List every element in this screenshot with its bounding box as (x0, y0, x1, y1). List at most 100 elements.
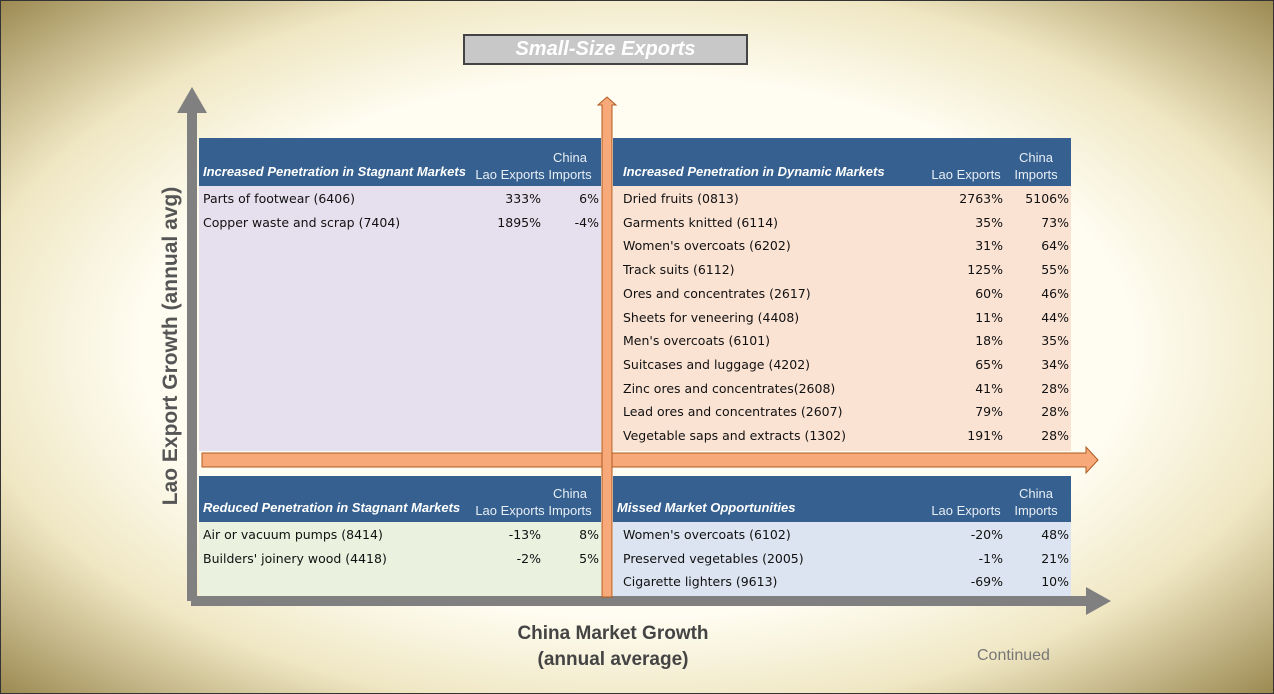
lao-exports: 31% (975, 238, 1003, 254)
x-axis-arrow (191, 587, 1111, 615)
item-name: Dried fruits (0813) (623, 191, 739, 206)
table-row: Parts of footwear (6406) 333% 6% (199, 187, 601, 211)
table-row: Builders' joinery wood (4418) -2% 5% (199, 547, 601, 571)
table-row: Lead ores and concentrates (2607) 79% 28% (613, 400, 1071, 424)
lao-exports: 2763% (959, 191, 1003, 206)
quadrant-title: Increased Penetration in Dynamic Markets (623, 164, 885, 179)
item-name: Preserved vegetables (2005) (623, 550, 804, 566)
item-name: Vegetable saps and extracts (1302) (623, 428, 847, 443)
quadrant-title: Reduced Penetration in Stagnant Markets (203, 500, 461, 515)
china-imports: 64% (1041, 238, 1069, 254)
lao-exports: -20% (970, 527, 1003, 542)
item-name: Garments knitted (6114) (623, 214, 779, 230)
lao-exports: -13% (508, 527, 541, 542)
item-name: Cigarette lighters (9613) (623, 574, 778, 590)
china-imports: -4% (574, 214, 599, 230)
lao-exports: 60% (975, 285, 1003, 301)
quadrant-header: Missed Market Opportunities Lao Exports Ch… (613, 476, 1071, 522)
item-name: Parts of footwear (6406) (203, 191, 356, 206)
quadrant: Increased Penetration in Dynamic Markets… (613, 138, 1071, 451)
table-row: Dried fruits (0813) 2763% 5106% (613, 187, 1071, 211)
lao-exports: 65% (975, 356, 1003, 372)
table-row: Vegetable saps and extracts (1302) 191% 28… (613, 424, 1071, 448)
china-imports: 48% (1041, 527, 1069, 542)
china-imports: 21% (1041, 550, 1069, 566)
column-header: China Imports (1014, 150, 1058, 182)
vertical-divider (596, 96, 618, 598)
column-header: Lao Exports (931, 167, 1001, 182)
horizontal-divider (201, 445, 1099, 475)
footer: Continued (977, 647, 1050, 664)
table-row: Men's overcoats (6101) 18% 35% (613, 329, 1071, 353)
item-name: Builders' joinery wood (4418) (203, 550, 387, 566)
lao-exports: 79% (975, 404, 1003, 420)
column-header: Lao Exports (475, 167, 545, 182)
table-row: Cigarette lighters (9613) -69% 10% (613, 570, 1071, 594)
item-name: Men's overcoats (6101) (623, 333, 771, 349)
lao-exports: 18% (975, 333, 1003, 349)
china-imports: 35% (1041, 333, 1069, 349)
y-axis-label: Lao Export Growth (annual avg) (159, 186, 182, 506)
china-imports: 8% (579, 527, 599, 542)
lao-exports: -2% (516, 550, 541, 566)
table-row: Ores and concentrates (2617) 60% 46% (613, 282, 1071, 306)
china-imports: 28% (1041, 428, 1069, 443)
china-imports: 73% (1041, 214, 1069, 230)
item-name: Women's overcoats (6202) (623, 238, 791, 254)
china-imports: 6% (579, 191, 599, 206)
china-imports: 44% (1041, 309, 1069, 325)
x-axis-label: (annual average) (537, 649, 689, 670)
quadrant: Missed Market Opportunities Lao Exports Ch… (613, 476, 1071, 596)
table-row: Zinc ores and concentrates(2608) 41% 28% (613, 377, 1071, 401)
column-header: Lao Exports (931, 503, 1001, 518)
china-imports: 5% (579, 550, 599, 566)
item-name: Ores and concentrates (2617) (623, 285, 811, 301)
table-row: Women's overcoats (6202) 31% 64% (613, 234, 1071, 258)
quadrant-header: Increased Penetration in Dynamic Markets… (613, 138, 1071, 186)
china-imports: 10% (1041, 574, 1069, 590)
table-row: Garments knitted (6114) 35% 73% (613, 211, 1071, 235)
item-name: Lead ores and concentrates (2607) (623, 404, 843, 420)
lao-exports: 1895% (497, 214, 541, 230)
lao-exports: -1% (978, 550, 1003, 566)
lao-exports: 333% (505, 191, 541, 206)
quadrant-header: Increased Penetration in Stagnant Market… (199, 138, 601, 186)
quadrant-title: Increased Penetration in Stagnant Market… (203, 164, 466, 179)
column-header: Lao Exports (475, 503, 545, 518)
lao-exports: 191% (967, 428, 1003, 443)
lao-exports: 125% (967, 262, 1003, 278)
table-row: Air or vacuum pumps (8414) -13% 8% (199, 523, 601, 547)
china-imports: 28% (1041, 380, 1069, 396)
china-imports: 5106% (1025, 191, 1069, 206)
quadrant: Reduced Penetration in Stagnant Markets L… (199, 476, 601, 596)
y-axis-arrow (177, 87, 207, 601)
table-row: Suitcases and luggage (4202) 65% 34% (613, 353, 1071, 377)
table-row: Women's overcoats (6102) -20% 48% (613, 523, 1071, 547)
item-name: Air or vacuum pumps (8414) (203, 527, 383, 542)
column-header: China Imports (548, 486, 592, 518)
item-name: Zinc ores and concentrates(2608) (623, 380, 836, 396)
lao-exports: 35% (975, 214, 1003, 230)
china-imports: 28% (1041, 404, 1069, 420)
quadrant-title: Missed Market Opportunities (617, 500, 796, 515)
lao-exports: -69% (970, 574, 1003, 590)
table-row: Sheets for veneering (4408) 11% 44% (613, 306, 1071, 330)
item-name: Women's overcoats (6102) (623, 527, 791, 542)
quadrant: Increased Penetration in Stagnant Market… (199, 138, 601, 451)
quadrant-header: Reduced Penetration in Stagnant Markets L… (199, 476, 601, 522)
item-name: Suitcases and luggage (4202) (623, 356, 811, 372)
item-name: Copper waste and scrap (7404) (203, 214, 401, 230)
china-imports: 46% (1041, 285, 1069, 301)
column-header: China Imports (548, 150, 592, 182)
lao-exports: 11% (975, 309, 1003, 325)
china-imports: 55% (1041, 262, 1069, 278)
lao-exports: 41% (975, 380, 1003, 396)
table-row: Preserved vegetables (2005) -1% 21% (613, 547, 1071, 571)
slide-title: Small-Size Exports (463, 34, 748, 65)
column-header: China Imports (1014, 486, 1058, 518)
item-name: Sheets for veneering (4408) (623, 309, 800, 325)
item-name: Track suits (6112) (623, 262, 735, 278)
table-row: Copper waste and scrap (7404) 1895% -4% (199, 211, 601, 235)
